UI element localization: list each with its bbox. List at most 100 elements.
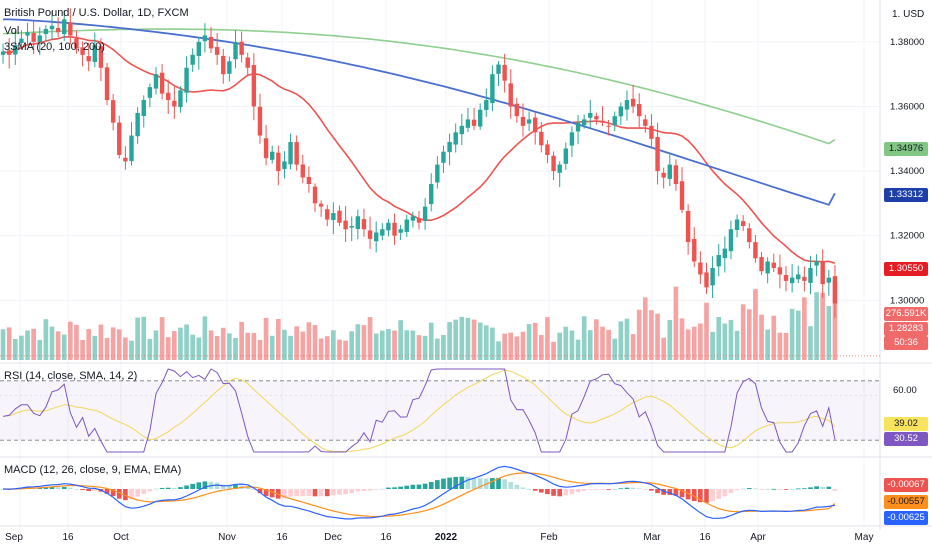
volume-bars [0,281,838,360]
symbol-title[interactable]: British Pound / U.S. Dollar, 1D, FXCM [4,7,189,19]
macd-histogram-bar [110,489,116,497]
volume-bar [147,338,153,360]
volume-bar [502,333,507,360]
macd-histogram-bar [178,487,183,489]
candle-body [704,272,709,288]
candle-body [178,90,183,108]
volume-bar [43,319,49,360]
volume-bar [777,332,783,360]
volume-bar [116,329,122,360]
sma-legend[interactable]: 3SMA (20, 100, 200) [4,41,105,53]
candle-body [796,274,801,280]
price-tick-label: 1.32000 [890,231,924,242]
candle-body [49,25,55,30]
macd-histogram-bar [630,487,636,489]
macd-histogram-bar [514,484,520,489]
candle-body [80,47,85,55]
volume-bar [624,318,630,360]
currency-label[interactable]: 1. USD [892,9,925,20]
candle-body [435,164,440,183]
macd-legend[interactable]: MACD (12, 26, close, 9, EMA, EMA) [4,464,182,476]
candle-body [221,55,226,75]
volume-bar [477,322,483,360]
volume-bar [184,324,189,360]
macd-histogram-bar [557,489,563,497]
volume-bar [19,335,24,360]
volume-bar [49,326,55,360]
macd-histogram-bar [545,489,550,495]
volume-bar [135,317,140,360]
candle-body [117,122,122,155]
candle-body [643,119,648,126]
volume-bar [257,339,263,360]
macd-histogram-bar [141,489,147,495]
time-axis-label: 16 [380,532,392,543]
candle-body [661,172,666,178]
volume-bar [129,340,134,360]
macd-histogram-bar [104,489,110,494]
candle-body [710,267,715,286]
macd-histogram-bar [355,489,361,492]
macd-histogram-bar [349,489,355,494]
macd-histogram-bar [606,489,611,490]
volume-bar [337,339,342,360]
macd-histogram-bar [740,488,746,490]
macd-histogram-bar [337,489,342,495]
macd-histogram-bar [306,489,312,496]
volume-bar [141,316,147,360]
pane-separators [0,0,932,530]
macd-line [3,465,836,520]
macd-histogram-bar [826,486,832,489]
volume-bar [12,338,18,360]
candle-body [832,276,838,304]
candle-body [416,218,422,223]
macd-histogram-bar [795,488,801,490]
time-axis-label: May [855,532,874,543]
time-axis-label: 16 [699,532,711,543]
volume-bar [410,330,416,360]
volume-bar [355,324,361,360]
macd-histogram-bar [587,489,593,490]
volume-bar [483,325,489,360]
volume-bar [428,322,434,360]
macd-histogram-bar [227,485,232,489]
macd-histogram-bar [92,489,98,491]
volume-bar [539,335,544,360]
volume-bar [80,340,85,360]
candle-body [135,112,140,137]
macd-histogram-bar [68,487,73,489]
macd-histogram-bar [759,489,764,490]
volume-bar [220,327,226,360]
macd-histogram-bar [196,482,202,489]
candle-body [429,184,434,205]
macd-histogram-bar [710,489,715,502]
candle-body [74,38,79,49]
time-axis-label: Apr [750,532,766,543]
volume-bar [655,313,660,360]
candle-body [337,210,342,223]
candle-body [637,104,642,117]
volume-bar [373,333,379,360]
volume-bar [306,322,312,360]
volume-bar [581,316,587,360]
time-axis-label: Nov [218,532,236,543]
macd-histogram-bar [300,489,306,497]
volume-bar [612,338,618,360]
macd-histogram-bar [294,489,299,497]
volume-bar [795,310,801,360]
volume-bar [453,319,459,360]
volume-bar [771,315,777,360]
candle-body [19,38,24,44]
volume-bar [673,286,679,360]
rsi-sma-line [3,369,836,452]
macd-histogram-bar [80,489,85,491]
volume-legend[interactable]: Vol [4,25,20,37]
sma100-line [3,18,836,206]
rsi-legend[interactable]: RSI (14, close, SMA, 14, 2) [4,370,138,382]
volume-bar [802,297,807,360]
candle-body [62,19,67,35]
volume-bar [808,326,813,360]
macd-histogram-bar [129,489,134,500]
candle-body [306,176,312,184]
